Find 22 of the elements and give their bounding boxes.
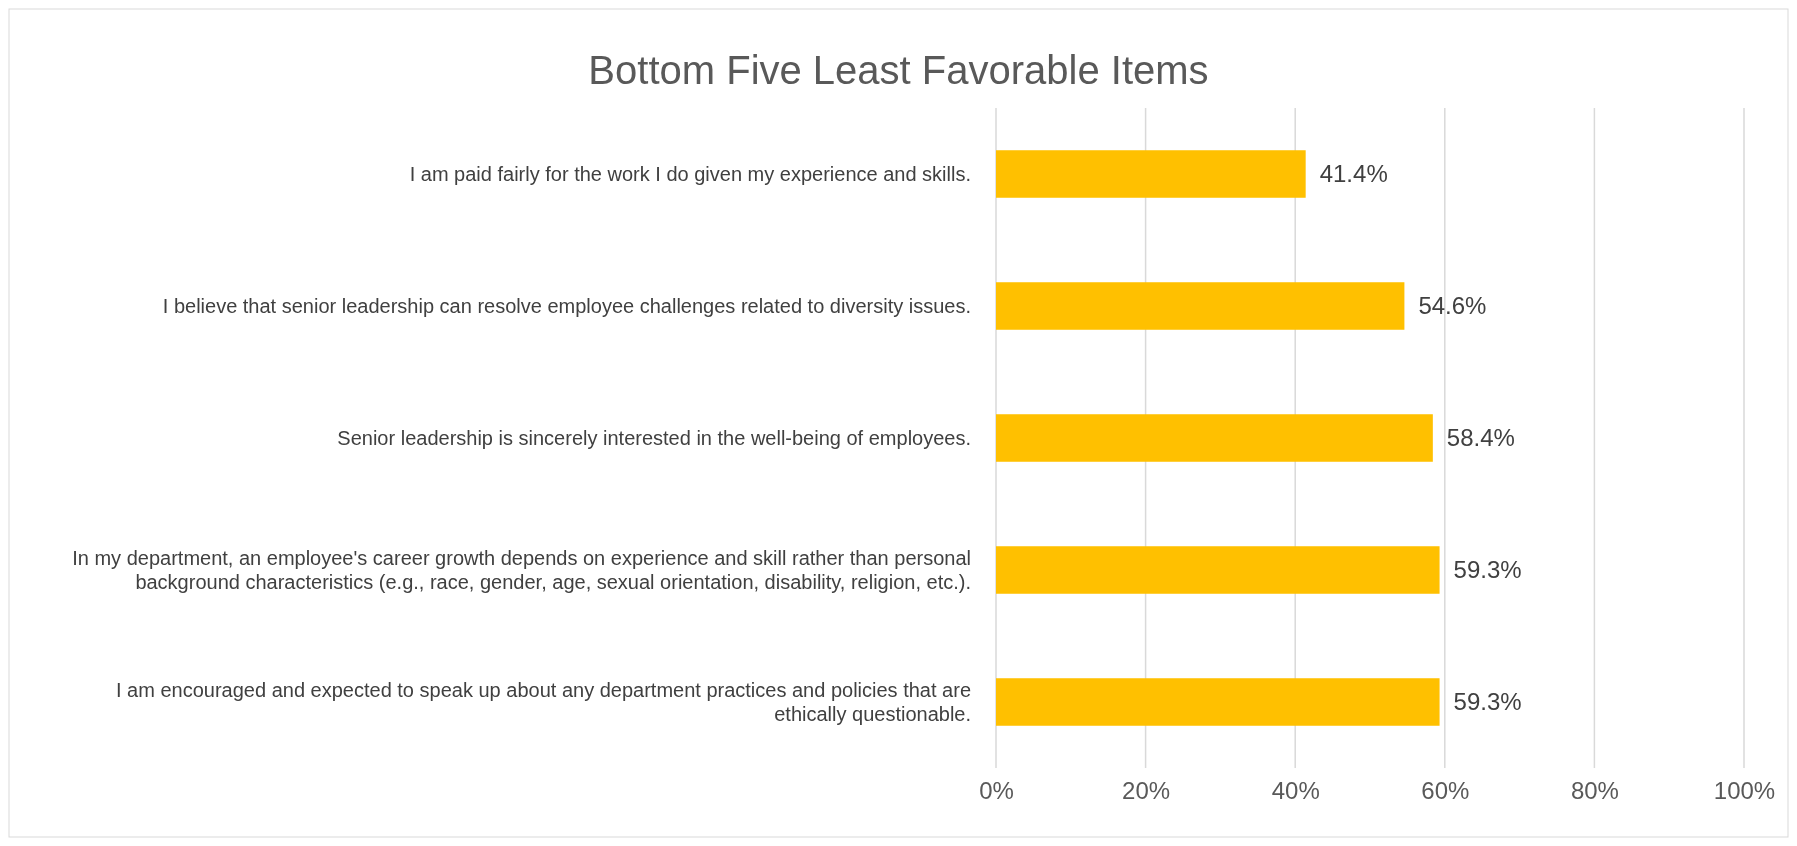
x-tick-label: 100% [1713,777,1776,805]
y-tick-label: In my department, an employee's career growth depends on experience and skill rather than personal background characteristics (e.g., race, gender, age, sexual orientation, disability, religion, etc.). [72,547,971,593]
y-tick-label: Senior leadership is sincerely interested in the well-being of employees. [337,427,971,449]
x-tick-label: 20% [1122,777,1171,805]
data-label: 58.4% [1446,424,1515,452]
x-tick-label: 80% [1570,777,1619,805]
x-tick-label: 40% [1271,777,1320,805]
data-label: 41.4% [1319,160,1388,188]
y-tick-label: I am paid fairly for the work I do given my experience and skills. [409,163,971,185]
chart-title: Bottom Five Least Favorable Items [588,48,1209,92]
y-tick-label: I believe that senior leadership can resolve employee challenges related to diversity issues. [162,295,971,317]
y-tick-label: I am encouraged and expected to speak up about any department practices and policies that are ethically questionable. [116,679,971,725]
data-label: 54.6% [1418,292,1487,320]
bar [996,282,1405,330]
data-label: 59.3% [1453,688,1522,716]
data-label: 59.3% [1453,556,1522,584]
bar [996,546,1440,594]
bar [996,414,1433,462]
x-tick-label: 60% [1421,777,1470,805]
bar [996,678,1440,726]
x-tick-label: 0% [979,777,1014,805]
bar [996,150,1306,198]
